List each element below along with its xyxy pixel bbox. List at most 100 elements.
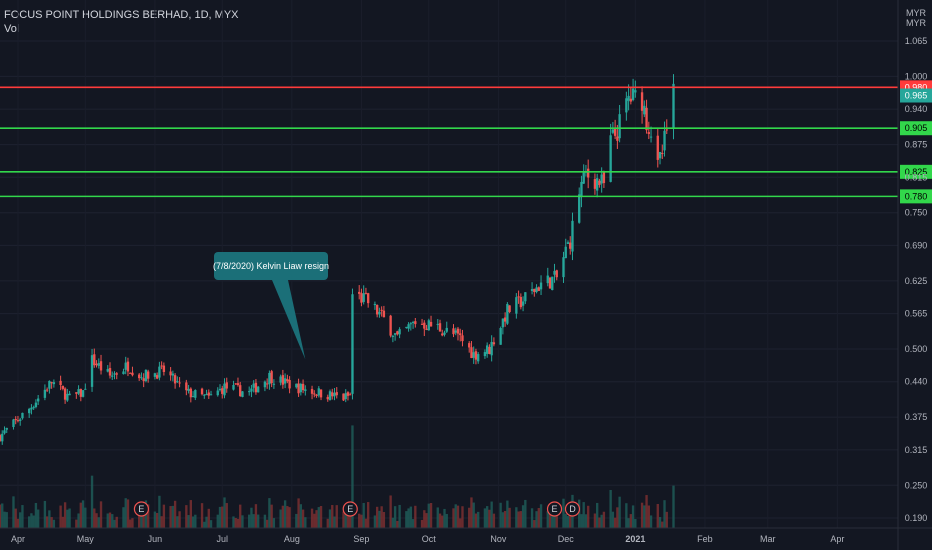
candle-body[interactable]: [593, 179, 597, 189]
candle-body[interactable]: [535, 287, 538, 293]
candle-body[interactable]: [445, 327, 448, 332]
candle-body[interactable]: [459, 333, 462, 336]
candle-body[interactable]: [488, 346, 491, 354]
candle-body[interactable]: [411, 322, 415, 324]
candle-body[interactable]: [441, 333, 444, 336]
candle-body[interactable]: [304, 389, 307, 392]
candle-body[interactable]: [225, 382, 228, 389]
candle-body[interactable]: [326, 396, 329, 400]
candle-body[interactable]: [34, 402, 38, 408]
candle-body[interactable]: [75, 392, 78, 394]
candle-body[interactable]: [97, 363, 100, 366]
candle-body[interactable]: [153, 373, 157, 377]
candle-body[interactable]: [627, 95, 630, 101]
candle-body[interactable]: [335, 392, 338, 396]
candle-body[interactable]: [169, 371, 172, 376]
candle-body[interactable]: [171, 373, 175, 376]
candle-body[interactable]: [111, 375, 114, 377]
candle-body[interactable]: [268, 372, 271, 385]
candle-body[interactable]: [126, 361, 130, 372]
candle-body[interactable]: [634, 90, 637, 93]
candle-body[interactable]: [232, 384, 235, 390]
candle-body[interactable]: [279, 376, 282, 383]
candle-body[interactable]: [248, 391, 251, 393]
candle-body[interactable]: [5, 427, 8, 430]
candle-body[interactable]: [252, 383, 255, 388]
candle-body[interactable]: [602, 172, 606, 184]
candle-body[interactable]: [524, 292, 527, 302]
candle-body[interactable]: [19, 419, 22, 421]
candle-body[interactable]: [30, 407, 33, 410]
candle-body[interactable]: [600, 174, 603, 184]
candle-body[interactable]: [483, 352, 487, 357]
candle-body[interactable]: [140, 377, 143, 379]
candle-body[interactable]: [506, 304, 509, 324]
candle-body[interactable]: [313, 393, 316, 395]
candle-body[interactable]: [508, 305, 511, 312]
candle-body[interactable]: [216, 390, 219, 396]
candle-body[interactable]: [36, 398, 40, 402]
candle-body[interactable]: [106, 369, 109, 372]
candle-body[interactable]: [272, 383, 276, 385]
candle-body[interactable]: [663, 130, 666, 151]
candle-body[interactable]: [571, 220, 574, 252]
candle-body[interactable]: [551, 276, 554, 291]
candle-body[interactable]: [423, 322, 426, 329]
candle-body[interactable]: [351, 294, 354, 394]
candle-body[interactable]: [50, 382, 53, 384]
candle-body[interactable]: [32, 407, 35, 409]
candle-body[interactable]: [328, 391, 332, 401]
candle-body[interactable]: [658, 151, 662, 159]
candle-body[interactable]: [477, 354, 480, 362]
candle-body[interactable]: [234, 383, 237, 385]
candle-body[interactable]: [631, 88, 635, 100]
candle-body[interactable]: [162, 365, 166, 372]
candle-body[interactable]: [221, 388, 224, 394]
event-marker-d[interactable]: [564, 501, 581, 517]
candle-body[interactable]: [456, 328, 460, 334]
candle-body[interactable]: [48, 380, 51, 389]
candle-body[interactable]: [425, 328, 428, 330]
price-lines[interactable]: 0.980 0.905 0.825 0.780 0.965: [0, 80, 932, 204]
candle-body[interactable]: [113, 373, 116, 375]
candle-body[interactable]: [499, 327, 502, 345]
candle-body[interactable]: [218, 388, 222, 391]
candle-body[interactable]: [346, 392, 350, 396]
candle-body[interactable]: [66, 393, 69, 401]
candle-body[interactable]: [629, 98, 633, 102]
candle-body[interactable]: [519, 296, 523, 308]
candle-body[interactable]: [443, 332, 446, 335]
candle-body[interactable]: [263, 381, 267, 388]
candle-body[interactable]: [625, 98, 628, 113]
candle-body[interactable]: [209, 394, 213, 396]
candle-body[interactable]: [367, 293, 370, 304]
candle-body[interactable]: [93, 354, 96, 366]
candle-body[interactable]: [609, 135, 612, 182]
candle-body[interactable]: [461, 335, 464, 342]
candle-body[interactable]: [333, 392, 336, 397]
candle-body[interactable]: [90, 355, 94, 387]
candle-body[interactable]: [490, 341, 493, 356]
candle-body[interactable]: [640, 92, 644, 111]
candle-body[interactable]: [319, 389, 323, 398]
candle-body[interactable]: [349, 394, 352, 396]
event-marker-e[interactable]: [342, 501, 358, 517]
candle-body[interactable]: [546, 275, 549, 284]
candle-body[interactable]: [665, 129, 668, 131]
candle-body[interactable]: [521, 301, 525, 306]
candle-body[interactable]: [468, 343, 471, 348]
candle-body[interactable]: [587, 168, 590, 178]
candle-body[interactable]: [81, 390, 85, 397]
candle-body[interactable]: [28, 408, 31, 414]
candle-body[interactable]: [176, 381, 179, 383]
candle-body[interactable]: [647, 132, 650, 134]
candle-body[interactable]: [595, 178, 599, 191]
candle-body[interactable]: [409, 323, 413, 325]
candle-body[interactable]: [236, 383, 240, 386]
candle-body[interactable]: [649, 136, 653, 138]
candle-body[interactable]: [364, 292, 368, 294]
candle-body[interactable]: [360, 293, 363, 303]
candle-body[interactable]: [611, 129, 615, 133]
candle-body[interactable]: [407, 324, 410, 329]
